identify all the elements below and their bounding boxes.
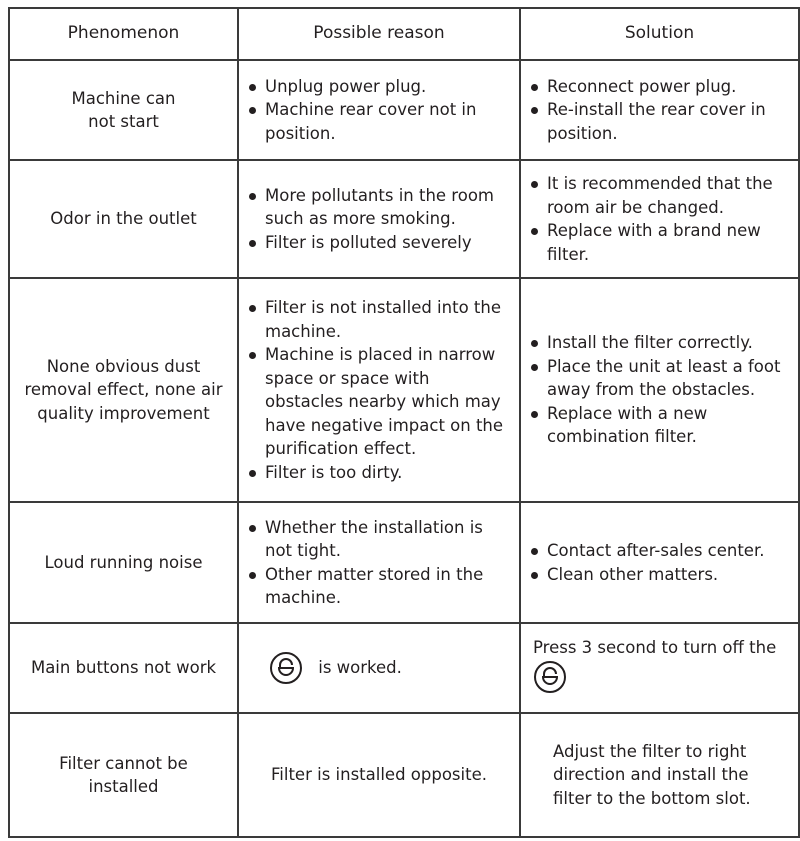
reason-cell: Filter is not installed into the machine… (237, 277, 521, 503)
header-possible-reason: Possible reason (237, 7, 521, 61)
solution-cell: Adjust the filter to right direction and… (519, 712, 800, 838)
list-item: Contact after-sales center. (529, 539, 790, 563)
reason-cell: Whether the installation is not tight. O… (237, 501, 521, 624)
list-item: Reconnect power plug. (529, 75, 790, 99)
phenomenon-cell: Machine can not start (8, 59, 239, 161)
phenomenon-cell: Main buttons not work (8, 622, 239, 714)
reason-text: is worked. (318, 657, 402, 677)
list-item: Replace with a brand new filter. (529, 219, 790, 266)
list-item: More pollutants in the room such as more… (247, 184, 511, 231)
reason-cell: Filter is installed opposite. (237, 712, 521, 838)
solution-cell: Press 3 second to turn off the (519, 622, 800, 714)
table-row: Loud running noise Whether the installat… (8, 501, 800, 624)
header-row: Phenomenon Possible reason Solution (8, 7, 800, 61)
solution-cell: Install the filter correctly. Place the … (519, 277, 800, 503)
list-item: Machine is placed in narrow space or spa… (247, 343, 511, 461)
list-item: Install the filter correctly. (529, 331, 790, 355)
phenomenon-cell: Filter cannot be installed (8, 712, 239, 838)
list-item: Re-install the rear cover in position. (529, 98, 790, 145)
list-item: Other matter stored in the machine. (247, 563, 511, 610)
list-item: Whether the installation is not tight. (247, 516, 511, 563)
solution-cell: Contact after-sales center. Clean other … (519, 501, 800, 624)
list-item: Filter is not installed into the machine… (247, 296, 511, 343)
troubleshooting-table: Phenomenon Possible reason Solution Mach… (8, 7, 800, 838)
table-row: Main buttons not work is worked. Press 3… (8, 622, 800, 714)
phenomenon-text: Filter cannot be installed (59, 753, 188, 797)
table-row: None obvious dust removal effect, none a… (8, 277, 800, 503)
phenomenon-cell: None obvious dust removal effect, none a… (8, 277, 239, 503)
list-item: It is recommended that the room air be c… (529, 172, 790, 219)
phenomenon-cell: Odor in the outlet (8, 159, 239, 279)
solution-text: Press 3 second to turn off the (533, 638, 777, 657)
list-item: Filter is polluted severely (247, 231, 511, 255)
phenomenon-cell: Loud running noise (8, 501, 239, 624)
reason-cell: More pollutants in the room such as more… (237, 159, 521, 279)
child-lock-icon (270, 652, 302, 684)
list-item: Place the unit at least a foot away from… (529, 355, 790, 402)
header-solution: Solution (519, 7, 800, 61)
table-row: Machine can not start Unplug power plug.… (8, 59, 800, 161)
phenomenon-text: Machine can not start (71, 88, 176, 132)
table-row: Filter cannot be installed Filter is ins… (8, 712, 800, 838)
list-item: Replace with a new combination filter. (529, 402, 790, 449)
list-item: Machine rear cover not in position. (247, 98, 511, 145)
list-item: Filter is too dirty. (247, 461, 511, 485)
header-phenomenon: Phenomenon (8, 7, 239, 61)
list-item: Clean other matters. (529, 563, 790, 587)
child-lock-icon (534, 660, 566, 693)
list-item: Unplug power plug. (247, 75, 511, 99)
reason-cell: is worked. (237, 622, 521, 714)
solution-cell: It is recommended that the room air be c… (519, 159, 800, 279)
table-row: Odor in the outlet More pollutants in th… (8, 159, 800, 279)
reason-cell: Unplug power plug. Machine rear cover no… (237, 59, 521, 161)
solution-cell: Reconnect power plug. Re-install the rea… (519, 59, 800, 161)
